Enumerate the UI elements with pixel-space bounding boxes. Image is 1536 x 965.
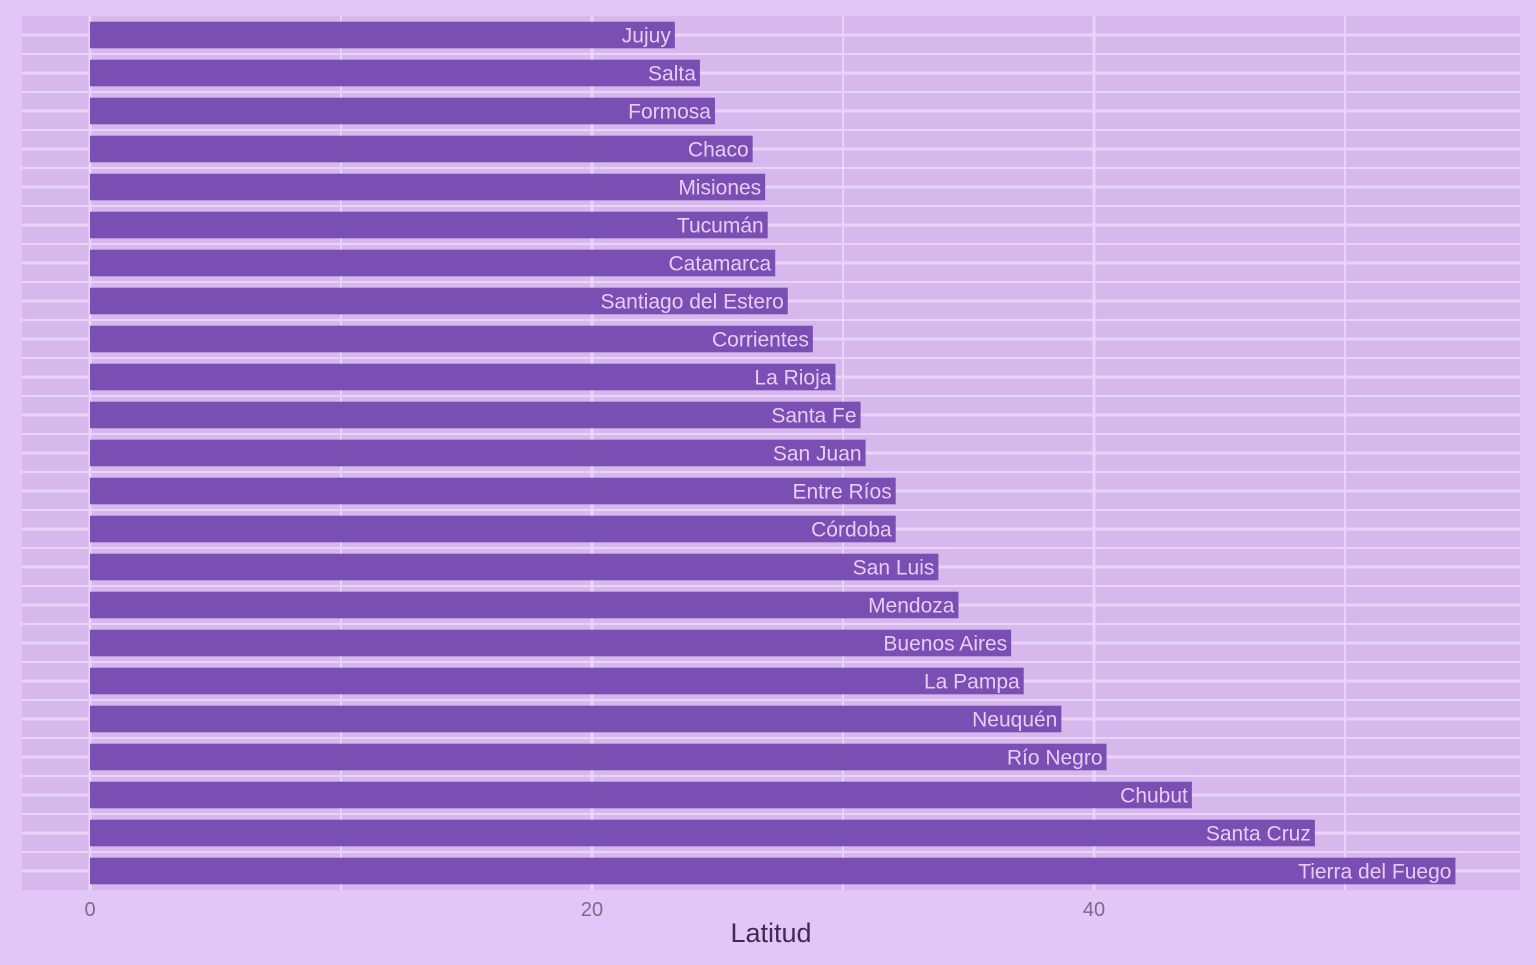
bar — [90, 21, 675, 49]
bar — [90, 553, 939, 581]
bar — [90, 287, 788, 315]
bar-label: Río Negro — [1007, 747, 1103, 770]
bar-label: La Rioja — [754, 367, 831, 390]
bar — [90, 781, 1192, 809]
bar-label: Entre Ríos — [792, 481, 891, 504]
bar-label: San Luis — [853, 557, 935, 580]
bar-label: Catamarca — [669, 253, 772, 276]
x-axis-ticks: 0 20 40 — [84, 899, 1105, 921]
bar — [90, 477, 896, 505]
bar — [90, 363, 836, 391]
bar-label: La Pampa — [924, 671, 1020, 694]
bar-label: Misiones — [678, 177, 761, 200]
bar-label: San Juan — [773, 443, 862, 466]
bar — [90, 59, 700, 87]
x-tick-label: 0 — [84, 899, 95, 921]
bar — [90, 743, 1107, 771]
bar-label: Buenos Aires — [883, 633, 1007, 656]
bar-label: Chaco — [688, 139, 749, 162]
bar-label: Santa Fe — [771, 405, 856, 428]
bar-label: Jujuy — [622, 25, 672, 48]
bar-label: Corrientes — [712, 329, 809, 352]
bar — [90, 173, 766, 201]
bar — [90, 705, 1062, 733]
bar — [90, 401, 861, 429]
bar-label: Tucumán — [677, 215, 764, 238]
bar-label: Salta — [648, 63, 696, 86]
bar-label: Neuquén — [972, 709, 1057, 732]
bar-labels: Jujuy Salta Formosa Chaco Misiones Tucumán Cat… — [600, 25, 1451, 884]
bar — [90, 667, 1024, 695]
bar — [90, 591, 959, 619]
x-tick-label: 40 — [1083, 899, 1105, 921]
bar-label: Mendoza — [868, 595, 955, 618]
bars — [90, 21, 1456, 885]
bar — [90, 325, 813, 353]
bar — [90, 211, 768, 239]
bar — [90, 819, 1315, 847]
bar-label: Santa Cruz — [1206, 823, 1311, 846]
x-axis-title: Latitud — [730, 918, 811, 948]
bar-label: Córdoba — [811, 519, 892, 542]
x-tick-label: 20 — [581, 899, 603, 921]
bar — [90, 857, 1456, 885]
bar-label: Tierra del Fuego — [1298, 861, 1451, 884]
bar — [90, 515, 896, 543]
bar — [90, 629, 1012, 657]
bar — [90, 249, 776, 277]
bar-label: Chubut — [1120, 785, 1188, 808]
bar-label: Formosa — [628, 101, 711, 124]
bar — [90, 439, 866, 467]
bar — [90, 135, 753, 163]
bar-label: Santiago del Estero — [600, 291, 783, 314]
bar — [90, 97, 715, 125]
